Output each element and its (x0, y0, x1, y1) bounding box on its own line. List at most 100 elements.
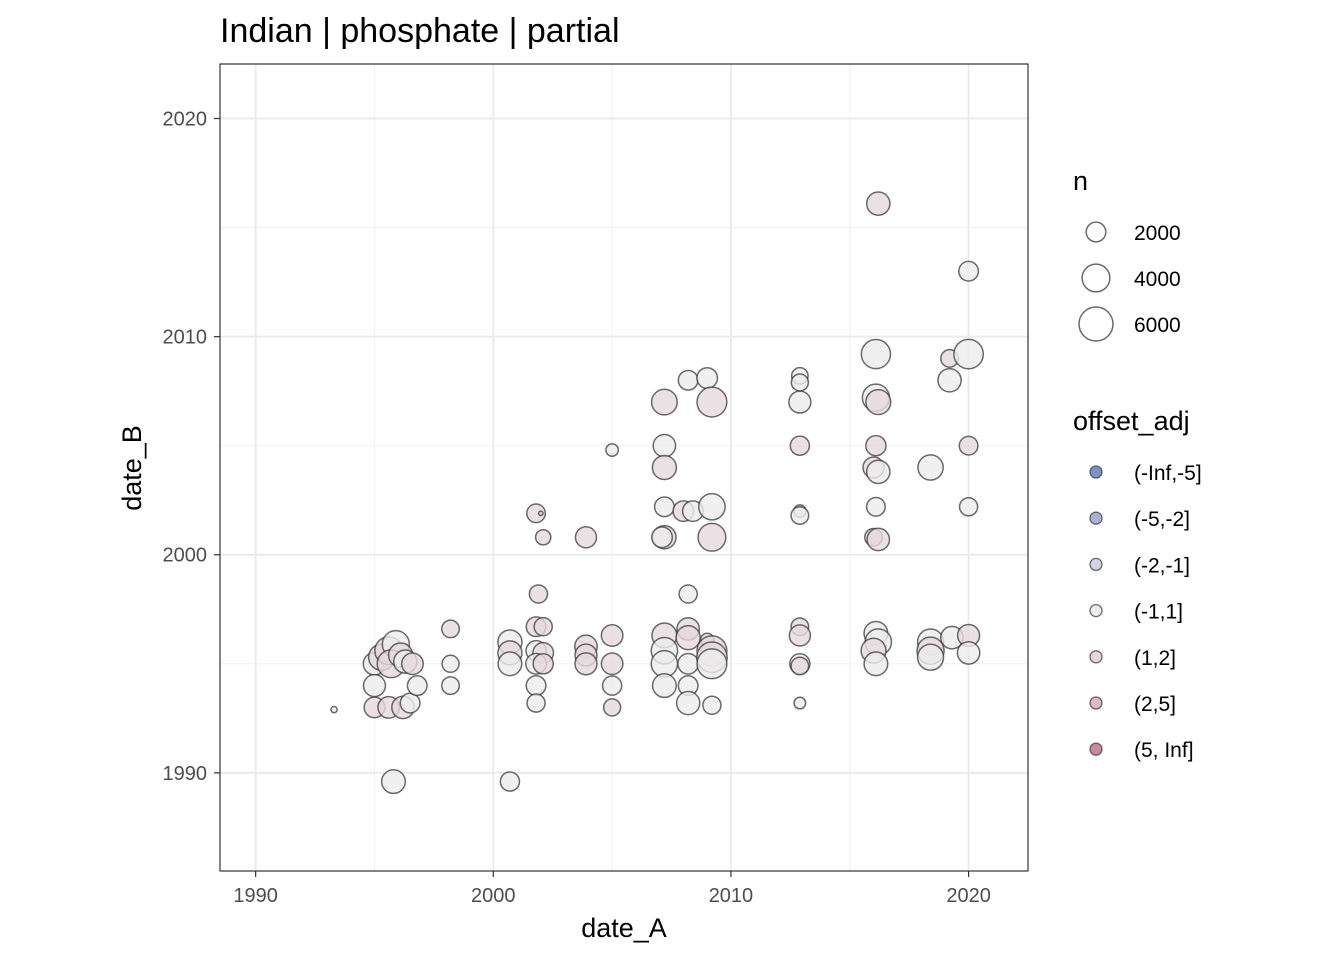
data-point (866, 527, 891, 552)
data-point (526, 693, 546, 713)
data-point (600, 652, 624, 676)
data-point (534, 528, 552, 546)
data-point (793, 696, 807, 710)
data-point (650, 526, 674, 549)
color-legend-label: (-5,-2] (1134, 508, 1190, 531)
data-point (789, 435, 811, 457)
color-legend-title: offset_adj (1073, 406, 1190, 436)
data-point (574, 652, 598, 676)
data-point (788, 390, 812, 414)
data-point (677, 369, 699, 391)
data-point (400, 652, 424, 676)
data-point (574, 526, 598, 549)
x-tick-label: 2000 (471, 885, 516, 907)
data-point (937, 367, 962, 393)
color-legend-label: (1,2] (1134, 647, 1176, 670)
x-axis-title: date_A (581, 913, 667, 943)
x-axis: 1990 2000 2010 2020 (233, 871, 991, 907)
data-point (605, 443, 620, 458)
data-point (790, 656, 810, 676)
size-legend-key (1078, 306, 1114, 342)
data-point (790, 373, 810, 392)
data-point (702, 695, 722, 716)
data-point (440, 676, 461, 696)
data-point (525, 675, 547, 697)
grid-layer (220, 64, 1028, 871)
data-point (533, 616, 553, 637)
data-point (696, 648, 728, 680)
size-legend: n 2000 4000 6000 (1073, 166, 1181, 342)
data-point (330, 705, 338, 714)
y-axis: 1990 2000 2010 2020 (163, 109, 220, 785)
size-legend-title: n (1073, 166, 1088, 196)
y-tick-label: 2010 (163, 327, 208, 349)
color-legend-label: (-Inf,-5] (1134, 462, 1202, 485)
size-legend-key (1081, 263, 1111, 293)
color-legend-items: (-Inf,-5] (-5,-2] (-2,-1] (-1,1] (1,2] (2,5] (… (1089, 462, 1202, 762)
size-legend-label: 4000 (1134, 268, 1181, 291)
color-legend-label: (-1,1] (1134, 601, 1183, 624)
size-legend-items: 2000 4000 6000 (1078, 221, 1181, 342)
data-point (602, 698, 622, 717)
data-point (653, 496, 675, 518)
data-point (696, 386, 728, 418)
data-point (677, 652, 700, 675)
data-point (790, 505, 810, 526)
color-legend-label: (5, Inf] (1134, 739, 1194, 762)
data-point (958, 435, 979, 456)
data-point (865, 434, 887, 457)
data-point (956, 640, 981, 665)
data-point (860, 338, 892, 370)
data-point (675, 624, 701, 651)
data-point (399, 692, 421, 714)
size-legend-label: 6000 (1134, 314, 1181, 337)
data-point (441, 654, 460, 674)
color-legend-key (1089, 742, 1103, 756)
data-point (863, 651, 889, 677)
y-axis-title: date_B (117, 425, 147, 511)
data-point (865, 191, 891, 216)
data-point (675, 690, 701, 716)
x-tick-label: 2020 (946, 885, 991, 907)
data-point (532, 652, 555, 675)
data-point (865, 388, 892, 416)
data-point (380, 769, 407, 795)
color-legend-key (1089, 465, 1103, 479)
data-point (916, 643, 945, 671)
chart-title: Indian | phosphate | partial (220, 12, 620, 50)
data-point (651, 673, 677, 699)
data-point (526, 503, 547, 524)
data-point (499, 771, 521, 792)
color-legend-key (1089, 511, 1103, 525)
data-point (865, 496, 886, 517)
data-point (650, 649, 679, 678)
data-point (953, 338, 985, 370)
data-point (788, 624, 812, 647)
data-point (958, 496, 979, 517)
data-point (650, 388, 678, 416)
data-point (537, 510, 544, 517)
color-legend-key (1089, 650, 1103, 664)
color-legend-label: (-2,-1] (1134, 554, 1190, 577)
data-point (440, 619, 461, 639)
panel-background (220, 64, 1028, 871)
y-tick-label: 2000 (163, 545, 208, 567)
plot-panel (219, 63, 1029, 872)
data-point (601, 675, 623, 696)
data-point (678, 584, 698, 604)
color-legend: offset_adj (-Inf,-5] (-5,-2] (-2,-1] (-1,1]… (1073, 406, 1202, 762)
data-point (917, 454, 944, 481)
color-legend-key (1089, 557, 1103, 572)
points-layer (330, 191, 985, 795)
color-legend-key (1089, 696, 1103, 710)
x-tick-label: 1990 (233, 885, 278, 907)
size-legend-label: 2000 (1134, 222, 1181, 245)
data-point (698, 492, 726, 521)
panel-border (219, 63, 1029, 872)
data-point (697, 522, 727, 552)
data-point (600, 623, 624, 647)
y-tick-label: 2020 (163, 109, 208, 131)
data-point (406, 675, 428, 697)
data-point (528, 584, 549, 604)
